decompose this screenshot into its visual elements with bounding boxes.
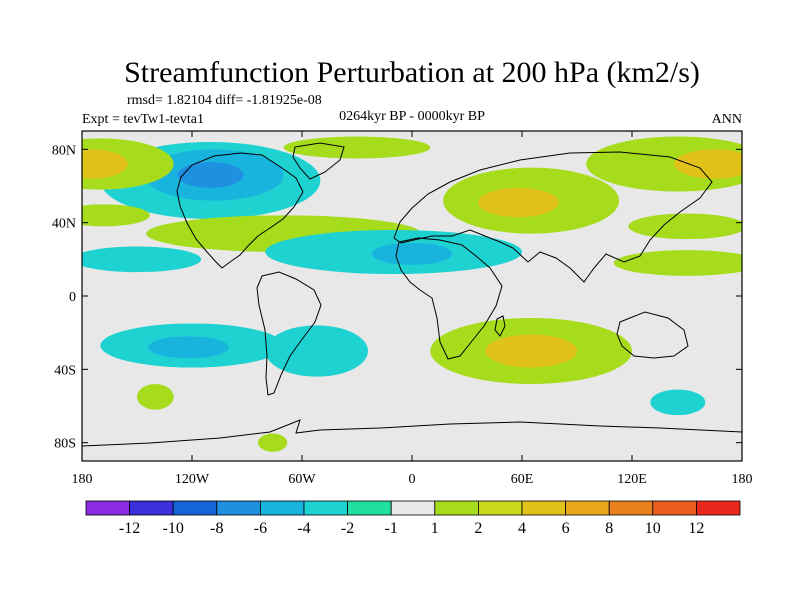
contour-region-southern-ocean-low (650, 389, 706, 416)
colorbar-swatch-1 (129, 500, 174, 516)
colorbar-swatch-10 (521, 500, 566, 516)
experiment-label: Expt = tevTw1-tevta1 (82, 112, 204, 127)
x-tick-label-5: 120E (617, 472, 647, 487)
colorbar-label-5: -2 (341, 520, 354, 537)
colorbar-swatch-3 (216, 500, 261, 516)
contour-region-south-pacific-low-inner (148, 336, 229, 359)
colorbar-label-7: 1 (431, 520, 439, 537)
colorbar-swatch-5 (303, 500, 348, 516)
coastline-africa (395, 237, 503, 360)
coastline-australia (616, 311, 689, 359)
contour-region-south-pacific-high (137, 384, 174, 410)
y-axis-ticks: 80N 40N 0 40S 80S (52, 143, 742, 452)
contour-region-equatorial-pacific-low (82, 246, 202, 273)
coastline-eurasia (393, 151, 713, 283)
colorbar-swatch-12 (608, 500, 654, 516)
colorbar-swatch-9 (477, 500, 523, 516)
y-tick-label-1: 40N (52, 217, 76, 232)
map-plot-area: 180 120W 60W 0 60E 120E 180 80N 40N 0 40S 80S (52, 130, 753, 487)
colorbar-label-4: -4 (297, 520, 310, 537)
contour-region-south-indian-high-inner (485, 334, 577, 368)
contour-region-tropical-atlantic-low-inner (371, 242, 453, 265)
colorbar-label-1: -10 (163, 520, 184, 537)
x-tick-label-0: 180 (72, 472, 93, 487)
colorbar-swatch-13 (652, 500, 697, 516)
y-tick-label-0: 80N (52, 143, 76, 158)
chart-title: Streamfunction Perturbation at 200 hPa (… (124, 56, 700, 89)
colorbar-label-10: 6 (562, 520, 570, 537)
colorbar-swatch-2 (172, 500, 218, 516)
contour-region-north-atlantic-low-core (177, 162, 244, 188)
coastline-madagascar (494, 315, 506, 337)
colorbar-label-6: -1 (385, 520, 398, 537)
y-tick-label-4: 80S (54, 437, 76, 452)
colorbar-swatch-11 (565, 500, 610, 516)
colorbar-label-2: -8 (210, 520, 223, 537)
contour-region-arctic-central-band (283, 136, 431, 159)
colorbar-label-0: -12 (119, 520, 140, 537)
x-tick-label-2: 60W (288, 472, 316, 487)
contour-region-siberia-high-inner (674, 149, 742, 179)
stats-line: rmsd= 1.82104 diff= -1.81925e-08 (127, 93, 322, 108)
colorbar-swatch-0 (85, 500, 130, 516)
colorbar-swatch-8 (434, 500, 479, 516)
coastlines (82, 142, 742, 447)
contour-region-south-atlantic-low (265, 325, 368, 377)
colorbar-label-13: 12 (688, 520, 704, 537)
colorbar-label-3: -6 (254, 520, 267, 537)
season-label: ANN (712, 112, 742, 127)
y-tick-label-2: 0 (69, 290, 76, 305)
coastline-greenland (292, 142, 345, 180)
colorbar-label-8: 2 (474, 520, 482, 537)
x-tick-label-1: 120W (175, 472, 210, 487)
coastline-antarctica (82, 419, 742, 447)
coastline-south-america (256, 271, 322, 396)
coastline-north-america (176, 152, 304, 269)
x-axis-ticks: 180 120W 60W 0 60E 120E 180 (72, 131, 753, 487)
colorbar-label-11: 8 (605, 520, 613, 537)
x-tick-label-4: 60E (511, 472, 534, 487)
contour-region-eurasia-high-inner (477, 187, 559, 218)
colorbar-swatch-14 (696, 500, 741, 516)
x-tick-label-6: 180 (732, 472, 753, 487)
contour-region-subtropical-pacific-high (613, 250, 742, 276)
contour-region-east-asia-high (628, 213, 742, 240)
contour-region-antarctic-high (258, 433, 288, 452)
contour-region-north-pacific-high-inner (82, 149, 128, 179)
colorbar-swatch-7 (390, 500, 436, 516)
contour-regions (82, 136, 742, 452)
x-tick-label-3: 0 (409, 472, 416, 487)
colorbar-swatch-4 (259, 500, 305, 516)
y-tick-label-3: 40S (54, 363, 76, 378)
colorbar: -12 -10 -8 -6 -4 -2 -1 1 2 4 6 8 10 12 (85, 500, 741, 537)
colorbar-label-12: 10 (645, 520, 661, 537)
colorbar-swatch-6 (347, 500, 392, 516)
contour-region-pacific-40n-band (82, 204, 150, 227)
period-label: 0264kyr BP - 0000kyr BP (339, 109, 485, 124)
colorbar-label-9: 4 (518, 520, 526, 537)
